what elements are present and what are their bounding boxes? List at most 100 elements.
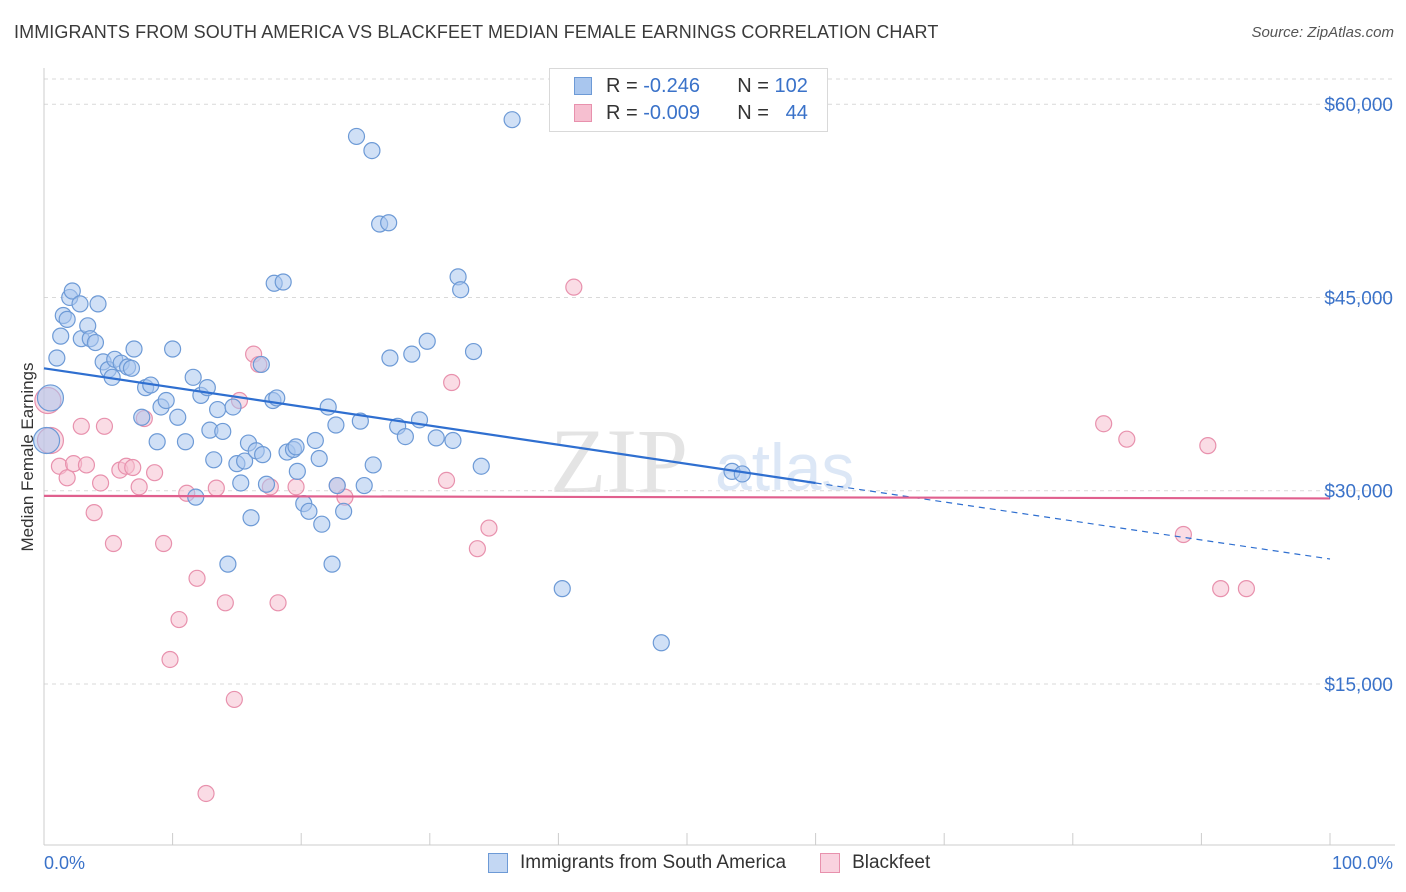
immigrants-point	[363, 141, 381, 160]
immigrants-point	[48, 349, 66, 367]
immigrants-point	[652, 634, 670, 652]
immigrants-point	[122, 359, 141, 377]
blackfeet-point	[188, 569, 206, 587]
immigrants-point	[347, 127, 366, 146]
blackfeet-point	[1212, 580, 1230, 598]
immigrants-point	[364, 456, 382, 474]
immigrants-point	[444, 431, 462, 450]
source-label: Source: ZipAtlas.com	[1251, 24, 1394, 41]
immigrants-point	[287, 438, 305, 456]
y-tick-label: $45,000	[1324, 288, 1393, 309]
immigrants-point	[335, 502, 353, 520]
immigrants-point	[184, 368, 202, 386]
blackfeet-point	[58, 469, 76, 487]
n-label: N =	[737, 74, 769, 97]
blackfeet-point	[468, 540, 486, 558]
immigrants-point	[252, 355, 270, 374]
n-label: N =	[737, 101, 769, 124]
immigrants-point	[219, 555, 237, 573]
blackfeet-point	[216, 594, 234, 612]
immigrants-point	[157, 391, 175, 410]
blackfeet-points	[34, 278, 1256, 803]
trend-lines	[43, 367, 1331, 560]
axes	[43, 68, 1395, 846]
y-tick-label: $15,000	[1324, 675, 1393, 696]
immigrants-point	[63, 282, 81, 300]
immigrants-point	[257, 475, 276, 493]
immigrants-point	[164, 340, 182, 358]
immigrants-point	[32, 426, 61, 455]
legend-label-immigrants: Immigrants from South America	[520, 852, 787, 873]
blackfeet-point	[91, 474, 110, 492]
x-tick-label: 100.0%	[1332, 853, 1393, 873]
immigrants-point	[319, 398, 337, 416]
y-tick-label: $60,000	[1324, 95, 1393, 116]
immigrants-point	[58, 310, 76, 328]
immigrants-point	[313, 515, 331, 533]
immigrants-point	[355, 476, 373, 495]
tick-labels: $15,000 $30,000 $45,000 $60,000 0.0% 100.0%	[44, 95, 1393, 873]
immigrants-point	[351, 412, 369, 430]
immigrants-point	[380, 214, 398, 232]
blackfeet-point	[197, 784, 215, 803]
immigrants-point	[205, 451, 223, 469]
legend-row-blackfeet: R = -0.009 N = 44	[574, 101, 808, 125]
r-value: -0.009	[643, 101, 700, 124]
blackfeet-point	[443, 373, 461, 392]
blackfeet-point	[161, 650, 179, 669]
legend-label-blackfeet: Blackfeet	[852, 852, 931, 873]
blackfeet-point	[287, 478, 305, 496]
immigrants-point	[89, 295, 107, 313]
immigrants-point	[224, 398, 242, 416]
immigrants-point	[503, 111, 521, 129]
immigrants-point	[472, 457, 490, 475]
blackfeet-point	[480, 519, 498, 537]
blackfeet-point	[565, 278, 583, 296]
blackfeet-point	[1174, 525, 1192, 544]
immigrants-trend-extension	[815, 482, 1331, 560]
immigrants-point	[148, 433, 166, 451]
immigrants-point	[232, 474, 250, 492]
immigrants-points	[32, 111, 751, 652]
immigrants-point	[328, 476, 346, 495]
legend-item-blackfeet[interactable]: Blackfeet	[820, 852, 930, 874]
immigrants-point	[553, 580, 571, 598]
immigrants-trend-line	[43, 367, 816, 485]
blackfeet-point	[95, 417, 114, 435]
immigrants-point	[403, 345, 421, 363]
blackfeet-point	[207, 479, 225, 497]
series-legend: Immigrants from South America Blackfeet	[488, 852, 964, 874]
immigrants-point	[52, 327, 70, 345]
immigrants-point	[274, 273, 292, 291]
immigrants-point	[427, 429, 445, 447]
x-tick-label: 0.0%	[44, 853, 85, 873]
immigrants-point	[288, 462, 306, 480]
immigrants-point	[133, 408, 151, 426]
blackfeet-point	[225, 690, 243, 709]
y-tick-label: $30,000	[1324, 482, 1393, 503]
immigrants-point	[310, 449, 328, 468]
blackfeet-point	[72, 417, 90, 435]
immigrants-point	[381, 349, 399, 367]
immigrants-point	[125, 340, 143, 358]
immigrants-point	[242, 509, 260, 527]
grid-lines	[44, 78, 1395, 685]
blackfeet-point	[170, 610, 188, 629]
blackfeet-point	[104, 534, 123, 553]
immigrants-point	[300, 502, 318, 520]
blackfeet-point	[437, 471, 456, 490]
blackfeet-point	[1095, 415, 1113, 433]
n-value: 102	[774, 74, 808, 97]
immigrants-point	[323, 555, 341, 573]
immigrants-point	[418, 332, 436, 350]
blackfeet-trend-line	[43, 494, 1331, 500]
blackfeet-point	[1118, 430, 1136, 448]
blackfeet-point	[145, 464, 164, 482]
r-label: R =	[606, 74, 638, 97]
immigrants-point	[209, 400, 227, 419]
legend-item-immigrants[interactable]: Immigrants from South America	[488, 852, 786, 874]
y-axis-label: Median Female Earnings	[18, 363, 37, 552]
n-value: 44	[785, 101, 808, 124]
blackfeet-point	[269, 594, 287, 612]
